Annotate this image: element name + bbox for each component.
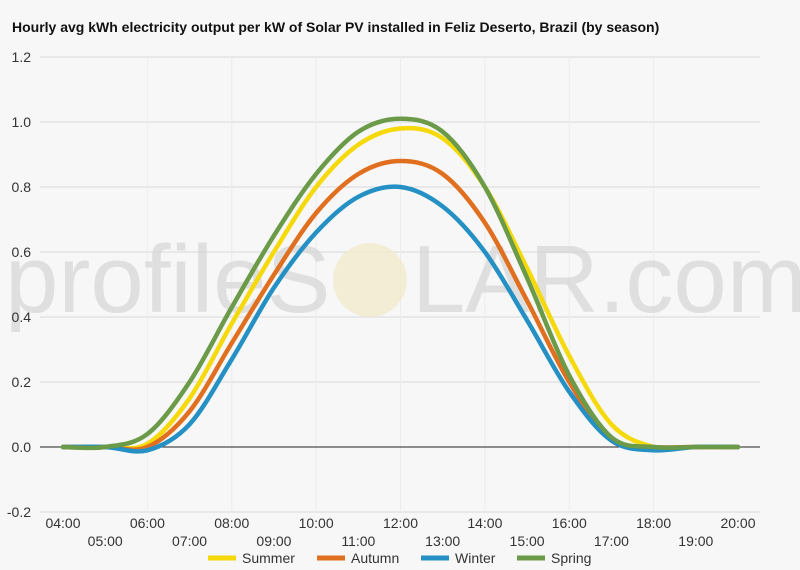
x-tick-label: 06:00 — [130, 515, 165, 531]
x-tick-label: 12:00 — [383, 515, 418, 531]
watermark-text-right: LAR.com — [412, 226, 800, 333]
x-tick-label: 18:00 — [636, 515, 671, 531]
watermark: profileS LAR.com — [5, 226, 800, 333]
x-tick-label: 05:00 — [88, 533, 123, 549]
x-tick-label: 11:00 — [341, 533, 375, 549]
x-tick-label: 08:00 — [214, 515, 249, 531]
legend-label-spring: Spring — [551, 550, 591, 566]
x-tick-label: 20:00 — [720, 515, 755, 531]
x-tick-label: 14:00 — [467, 515, 502, 531]
x-tick-label: 07:00 — [172, 533, 207, 549]
series-line-summer — [60, 125, 741, 451]
x-tick-label: 17:00 — [594, 533, 629, 549]
legend-label-autumn: Autumn — [351, 550, 399, 566]
legend-label-winter: Winter — [455, 550, 496, 566]
x-tick-label: 13:00 — [425, 533, 460, 549]
x-tick-label: 15:00 — [510, 533, 545, 549]
watermark-text-left: profileS — [5, 226, 331, 333]
legend-label-summer: Summer — [242, 550, 295, 566]
y-tick-label: 0.0 — [12, 439, 32, 455]
axes: -0.2 0.0 0.2 0.4 0.6 0.8 1.0 1.2 04:00 05:00 06:00… — [7, 49, 760, 549]
series-line-winter — [60, 184, 741, 454]
legend: Summer Autumn Winter Spring — [208, 550, 591, 566]
x-tick-label: 09:00 — [256, 533, 291, 549]
y-tick-label: 1.2 — [12, 49, 32, 65]
y-tick-label: 0.2 — [12, 374, 32, 390]
y-tick-label: -0.2 — [7, 504, 31, 520]
y-tick-label: 0.4 — [12, 309, 32, 325]
series-line-spring — [60, 116, 741, 451]
x-tick-label: 16:00 — [552, 515, 587, 531]
grid — [40, 56, 760, 513]
y-tick-label: 1.0 — [12, 114, 32, 130]
x-tick-label: 19:00 — [678, 533, 713, 549]
y-tick-label: 0.6 — [12, 244, 32, 260]
watermark-sun-icon — [333, 243, 407, 317]
series-lines — [60, 116, 741, 454]
chart-title: Hourly avg kWh electricity output per kW… — [12, 19, 660, 35]
x-tick-label: 10:00 — [299, 515, 334, 531]
y-tick-label: 0.8 — [12, 179, 32, 195]
x-tick-label: 04:00 — [45, 515, 80, 531]
